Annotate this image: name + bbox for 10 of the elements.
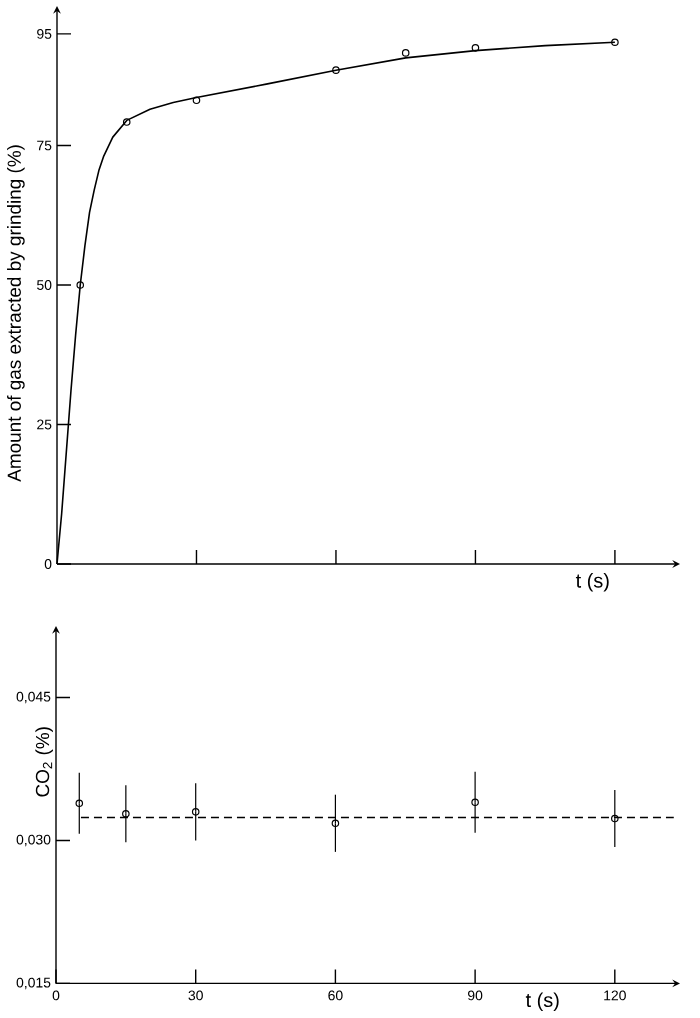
point: [401, 49, 410, 57]
point: [332, 66, 340, 74]
y-axis-title: Amount of gas extracted by grinding (%): [7, 145, 25, 482]
y-axis-title: CO$_{2}$ (%): [35, 727, 53, 797]
point: [471, 44, 480, 52]
point: [76, 281, 85, 289]
point: [192, 96, 201, 105]
x-axis-title: t (s): [525, 992, 559, 1012]
point: [122, 118, 131, 126]
x-axis-title: t (s): [575, 573, 609, 592]
